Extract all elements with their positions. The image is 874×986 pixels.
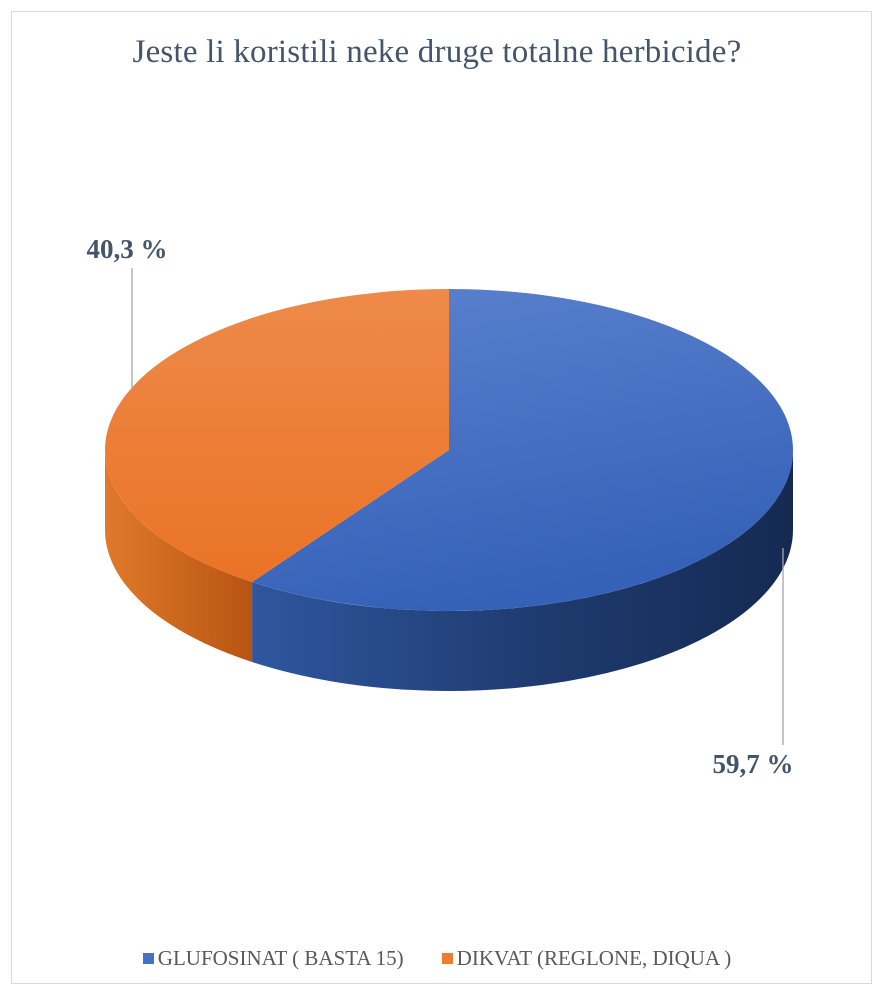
legend-item-glufosinat: GLUFOSINAT ( BASTA 15): [142, 946, 404, 971]
legend-item-dikvat: DIKVAT (REGLONE, DIQUA ): [441, 946, 732, 971]
pie-sides: [105, 450, 793, 691]
pie-slice-glufosinat: [252, 289, 794, 611]
pie-leader-lines: [131, 268, 784, 745]
legend-label-glufosinat: GLUFOSINAT ( BASTA 15): [157, 946, 404, 970]
pie-side-dikvat: [105, 450, 253, 663]
legend-swatch-glufosinat: [142, 953, 154, 964]
chart-title: Jeste li koristili neke druge totalne he…: [132, 34, 742, 70]
pie-slice-dikvat: [105, 289, 449, 583]
legend-label-dikvat: DIKVAT (REGLONE, DIQUA ): [456, 946, 732, 970]
data-label-glufosinat: 59,7 %: [713, 749, 794, 779]
pie-side-glufosinat: [252, 450, 793, 691]
data-label-dikvat: 40,3 %: [87, 234, 168, 264]
legend-swatch-dikvat: [441, 953, 453, 964]
pie-data-labels: 59,7 % 40,3 %: [87, 234, 794, 779]
chart-legend: GLUFOSINAT ( BASTA 15) DIKVAT (REGLONE, …: [0, 946, 874, 971]
pie-tops: [105, 289, 794, 611]
